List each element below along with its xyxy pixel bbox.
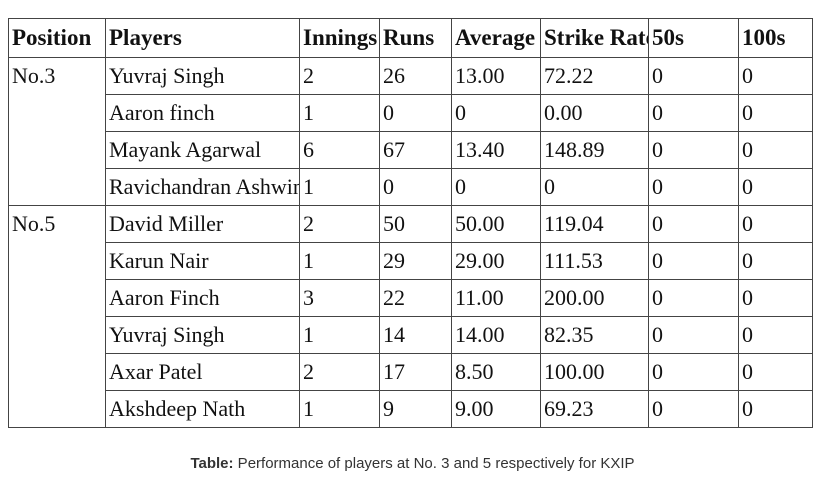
strike-rate-cell: 69.23	[540, 390, 649, 428]
hundreds-cell: 0	[738, 94, 813, 132]
table-row: No.3 Yuvraj Singh 2 26 13.00 72.22 0 0	[8, 57, 813, 206]
table-row: Akshdeep Nath 1 9 9.00 69.23 0 0	[9, 390, 813, 428]
header-average: Average	[451, 18, 541, 58]
fifties-cell: 0	[648, 279, 739, 317]
innings-cell: 2	[299, 353, 380, 391]
table-row: Karun Nair 1 29 29.00 111.53 0 0	[9, 242, 813, 280]
average-cell: 13.40	[451, 131, 541, 169]
position-cell: No.3	[8, 57, 106, 206]
hundreds-cell: 0	[738, 279, 813, 317]
runs-cell: 50	[379, 205, 452, 243]
fifties-cell: 0	[648, 131, 739, 169]
player-cell: Ravichandran Ashwin	[105, 168, 300, 206]
table-row: Axar Patel 2 17 8.50 100.00 0 0	[9, 353, 813, 391]
table-row: Aaron Finch 3 22 11.00 200.00 0 0	[9, 279, 813, 317]
strike-rate-cell: 119.04	[540, 205, 649, 243]
header-players: Players	[105, 18, 300, 58]
innings-cell: 2	[299, 57, 380, 95]
hundreds-cell: 0	[738, 131, 813, 169]
average-cell: 9.00	[451, 390, 541, 428]
runs-cell: 14	[379, 316, 452, 354]
average-cell: 0	[451, 94, 541, 132]
fifties-cell: 0	[648, 168, 739, 206]
runs-cell: 0	[379, 94, 452, 132]
hundreds-cell: 0	[738, 242, 813, 280]
runs-cell: 29	[379, 242, 452, 280]
caption-text: Performance of players at No. 3 and 5 re…	[233, 455, 635, 472]
player-cell: Axar Patel	[105, 353, 300, 391]
player-cell: Yuvraj Singh	[105, 57, 300, 95]
table-row: No.5 David Miller 2 50 50.00 119.04 0 0	[8, 205, 813, 428]
average-cell: 13.00	[451, 57, 541, 95]
strike-rate-cell: 82.35	[540, 316, 649, 354]
strike-rate-cell: 0	[540, 168, 649, 206]
runs-cell: 22	[379, 279, 452, 317]
header-row: Position Players Innings Runs Average St…	[8, 18, 813, 58]
strike-rate-cell: 200.00	[540, 279, 649, 317]
table-row: Ravichandran Ashwin 1 0 0 0 0 0	[9, 168, 813, 206]
player-cell: Karun Nair	[105, 242, 300, 280]
average-cell: 14.00	[451, 316, 541, 354]
average-cell: 11.00	[451, 279, 541, 317]
runs-cell: 9	[379, 390, 452, 428]
fifties-cell: 0	[648, 316, 739, 354]
player-cell: Akshdeep Nath	[105, 390, 300, 428]
innings-cell: 2	[299, 205, 380, 243]
fifties-cell: 0	[648, 205, 739, 243]
innings-cell: 6	[299, 131, 380, 169]
strike-rate-cell: 0.00	[540, 94, 649, 132]
header-innings: Innings	[299, 18, 380, 58]
innings-cell: 3	[299, 279, 380, 317]
hundreds-cell: 0	[738, 168, 813, 206]
runs-cell: 26	[379, 57, 452, 95]
average-cell: 50.00	[451, 205, 541, 243]
hundreds-cell: 0	[738, 316, 813, 354]
player-cell: Aaron Finch	[105, 279, 300, 317]
hundreds-cell: 0	[738, 205, 813, 243]
strike-rate-cell: 100.00	[540, 353, 649, 391]
table-header: Position Players Innings Runs Average St…	[8, 18, 813, 58]
strike-rate-cell: 148.89	[540, 131, 649, 169]
innings-cell: 1	[299, 316, 380, 354]
table-caption: Table: Performance of players at No. 3 a…	[0, 455, 825, 472]
stats-table: Position Players Innings Runs Average St…	[8, 18, 813, 428]
fifties-cell: 0	[648, 242, 739, 280]
header-hundreds: 100s	[738, 18, 813, 58]
innings-cell: 1	[299, 390, 380, 428]
hundreds-cell: 0	[738, 390, 813, 428]
innings-cell: 1	[299, 168, 380, 206]
player-cell: Mayank Agarwal	[105, 131, 300, 169]
fifties-cell: 0	[648, 390, 739, 428]
header-fifties: 50s	[648, 18, 739, 58]
caption-label: Table:	[190, 455, 234, 472]
table-row: Yuvraj Singh 1 14 14.00 82.35 0 0	[9, 316, 813, 354]
runs-cell: 0	[379, 168, 452, 206]
player-cell: David Miller	[105, 205, 300, 243]
header-strike-rate: Strike Rate	[540, 18, 649, 58]
fifties-cell: 0	[648, 57, 739, 95]
innings-cell: 1	[299, 94, 380, 132]
header-position: Position	[8, 18, 106, 58]
average-cell: 8.50	[451, 353, 541, 391]
runs-cell: 17	[379, 353, 452, 391]
runs-cell: 67	[379, 131, 452, 169]
hundreds-cell: 0	[738, 57, 813, 95]
table-body: No.3 Yuvraj Singh 2 26 13.00 72.22 0 0 Aaron fin…	[8, 57, 813, 428]
strike-rate-cell: 72.22	[540, 57, 649, 95]
average-cell: 29.00	[451, 242, 541, 280]
strike-rate-cell: 111.53	[540, 242, 649, 280]
position-cell: No.5	[8, 205, 106, 428]
hundreds-cell: 0	[738, 353, 813, 391]
innings-cell: 1	[299, 242, 380, 280]
table-row: Aaron finch 1 0 0 0.00 0 0	[9, 94, 813, 132]
player-cell: Yuvraj Singh	[105, 316, 300, 354]
fifties-cell: 0	[648, 94, 739, 132]
average-cell: 0	[451, 168, 541, 206]
header-runs: Runs	[379, 18, 452, 58]
player-cell: Aaron finch	[105, 94, 300, 132]
fifties-cell: 0	[648, 353, 739, 391]
table-row: Mayank Agarwal 6 67 13.40 148.89 0 0	[9, 131, 813, 169]
